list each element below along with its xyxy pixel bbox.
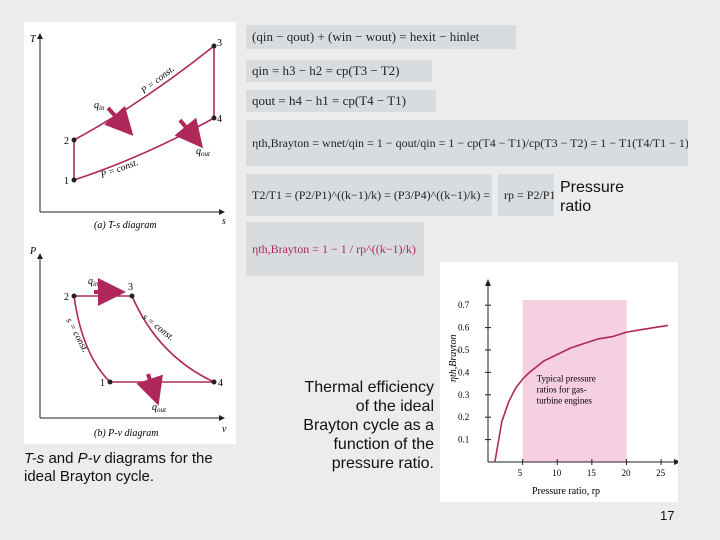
pv-expansion-curve [131,295,215,383]
pv-state-1-label: 1 [100,378,105,389]
range-annotation-line: ratios for gas- [537,384,587,394]
pressure-ratio-definition: rp = P2/P1 [498,174,554,216]
efficiency-pressure-ratio-equation: ηth,Brayton = 1 − 1 / rp^((k−1)/k) [246,222,424,276]
ts-state-1-label: 1 [64,176,69,187]
pv-q-out-label: qout [152,402,167,414]
ts-isobar-upper-label: P = const. [139,64,177,97]
x-tick-label: 5 [518,468,523,478]
x-tick-label: 10 [552,468,562,478]
y-tick-label: 0.3 [458,390,470,400]
heat-out-equation: qout = h4 − h1 = cp(T4 − T1) [246,90,436,112]
range-annotation-line: Typical pressure [537,373,596,383]
range-annotation-line: turbine engines [537,395,593,405]
ts-state-2-label: 2 [64,136,69,147]
ts-heat-in-arrow [104,105,134,136]
pressure-ratio-label: Pressure ratio [560,179,625,215]
y-tick-label: 0.1 [458,435,469,445]
y-tick-label: 0.5 [458,345,470,355]
typical-range-shading [522,300,627,462]
efficiency-curve [494,324,669,463]
pv-state-2 [71,293,77,299]
ts-s-axis-label: s [222,216,226,227]
pv-state-4-label: 4 [218,378,223,389]
ts-state-4 [211,115,217,121]
y-tick-label: 0.2 [458,412,469,422]
efficiency-description: Thermal efficiency of the ideal Brayton … [303,379,434,472]
x-tick-label: 25 [656,468,666,478]
ts-state-3-label: 3 [217,38,222,49]
chart-x-arrowhead [674,459,681,465]
pv-compression-curve [73,295,111,383]
ts-isobar-lower-label: P = const. [99,158,140,181]
chart-x-label: Pressure ratio, rp [532,486,600,497]
y-tick-label: 0.7 [458,300,470,310]
ts-state-2 [71,137,77,143]
ts-state-4-label: 4 [217,114,222,125]
ts-state-1 [71,177,77,183]
x-tick-label: 20 [621,468,631,478]
isentropic-relations-equation: T2/T1 = (P2/P1)^((k−1)/k) = (P3/P4)^((k−… [246,174,492,216]
pv-v-axis-label: v [222,424,227,435]
page-number: 17 [660,508,675,523]
pv-caption: (b) P-v diagram [94,428,158,439]
pv-p-axis-label: P [29,246,36,257]
efficiency-chart-panel: 0.1 0.2 0.3 0.4 0.5 0.6 0.7 5 10 15 20 25 ηth,Brayto… [440,262,681,502]
cycle-diagrams-svg: T s 1 2 3 4 P = const. P = const. qin qo… [29,33,227,439]
ts-isobar-upper [73,45,215,141]
energy-balance-equation: (qin − qout) + (win − wout) = hexit − hi… [246,25,516,49]
pv-state-3-label: 3 [128,282,133,293]
pv-isentrope-left-label: s = const. [63,317,89,355]
ts-q-in-label: qin [94,100,105,112]
pv-heat-out-arrow [136,373,163,406]
cycle-diagrams-panel: T s 1 2 3 4 P = const. P = const. qin qo… [24,22,236,444]
ts-state-3 [211,43,217,49]
pv-state-4 [211,379,217,385]
pv-q-in-label: qin [88,276,99,288]
y-tick-label: 0.6 [458,323,470,333]
ts-q-out-label: qout [196,146,211,158]
chart-y-label: ηth,Brayton [448,335,459,382]
diagrams-caption: T-s and P-v diagrams for the ideal Brayt… [24,450,213,485]
pv-state-1 [107,379,113,385]
ts-heat-out-arrow [174,117,204,149]
efficiency-equation: ηth,Brayton = wnet/qin = 1 − qout/qin = … [246,120,688,166]
chart-y-arrowhead [485,279,491,286]
pv-state-2-label: 2 [64,292,69,303]
y-tick-label: 0.4 [458,367,470,377]
heat-in-equation: qin = h3 − h2 = cp(T3 − T2) [246,60,432,82]
ts-t-axis-label: T [30,34,37,45]
pv-state-3 [129,293,135,299]
x-tick-label: 15 [587,468,597,478]
efficiency-chart: 0.1 0.2 0.3 0.4 0.5 0.6 0.7 5 10 15 20 25 ηth,Brayto… [448,279,681,497]
ts-caption: (a) T-s diagram [94,220,157,231]
